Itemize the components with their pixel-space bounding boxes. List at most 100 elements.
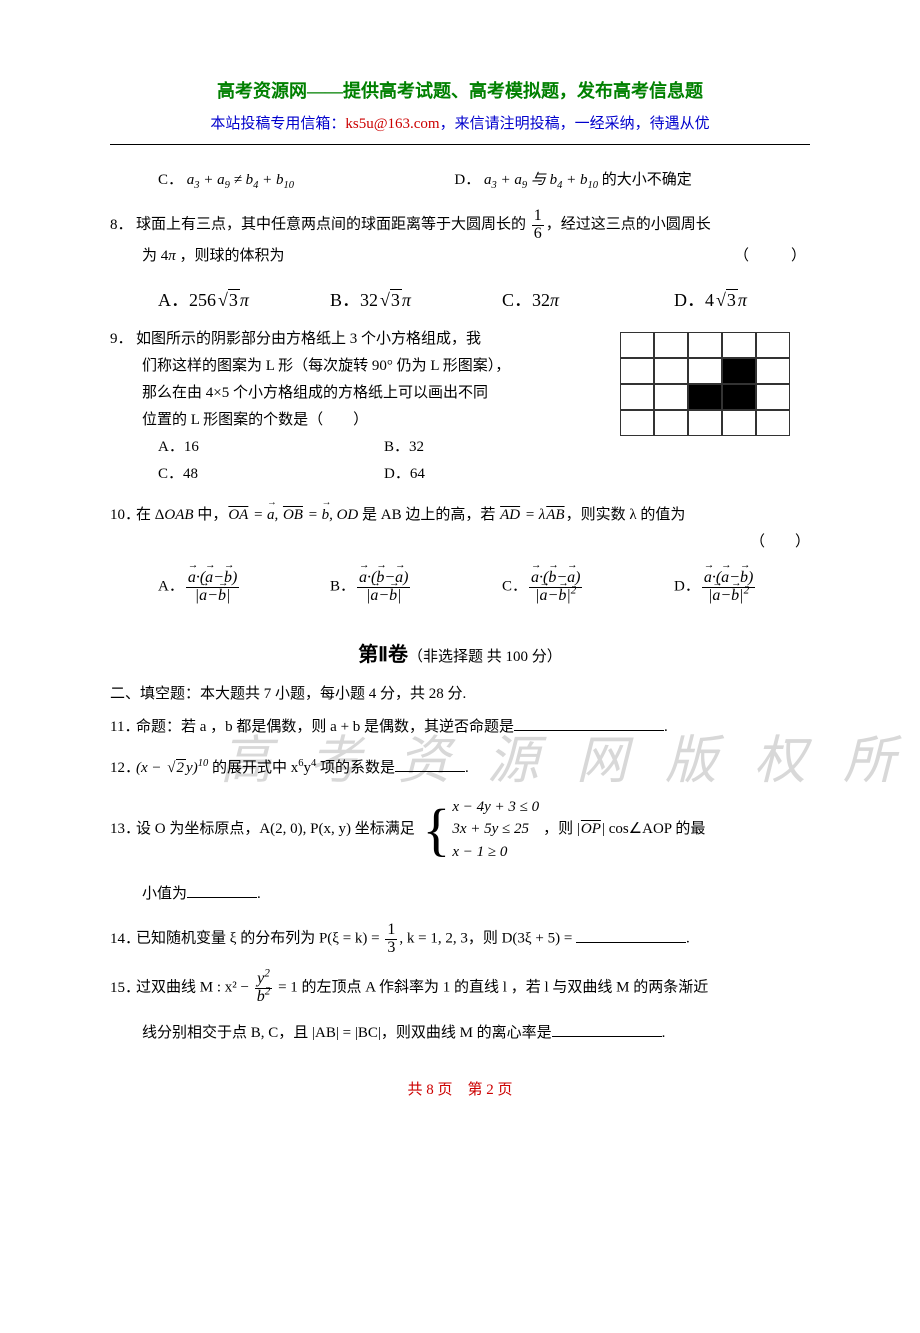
q8-line2: 为 4π ，则球的体积为 （ ） (110, 243, 810, 270)
q15: 15．过双曲线 M : x² − y2b2 = 1 的左顶点 A 作斜率为 1 … (110, 971, 810, 1047)
q13: 13．设 O 为坐标原点，A(2, 0), P(x, y) 坐标满足 {x − … (110, 796, 810, 909)
q10-options: A．a·(a−b)|a−b| B．a·(b−a)|a−b| C．a·(b−a)|… (110, 570, 810, 605)
q8-frac: 16 (532, 208, 544, 243)
q13-num: 13． (110, 816, 136, 843)
q10-opt-a: A．a·(a−b)|a−b| (158, 570, 294, 605)
q8-l2-post: ，则球的体积为 (176, 248, 285, 264)
q10: 10．在 ΔOAB 中，OA = a, OB = b, OD 是 AB 边上的高… (110, 502, 810, 556)
q9-opt-a: A．16 (158, 434, 384, 461)
q15-frac: y2b2 (255, 971, 273, 1006)
q12: 12．(x − 2y)10 的展开式中 x6y4 项的系数是. (110, 755, 810, 782)
q10-line1: 10．在 ΔOAB 中，OA = a, OB = b, OD 是 AB 边上的高… (110, 502, 810, 529)
header-sub-pre: 本站投稿专用信箱： (210, 116, 345, 132)
q7d-expr: a3 + a9 与 b4 + b10 (484, 172, 598, 188)
q9-opt-b: B．32 (384, 434, 610, 461)
q15-mid1: = 1 的左顶点 A 作斜率为 1 的直线 l ，若 l 与双曲线 M 的两条渐… (274, 980, 708, 996)
q8-text-mid: ，经过这三点的小圆周长 (546, 217, 711, 233)
q7d-post: 的大小不确定 (598, 172, 692, 188)
q10-paren: （ ） (110, 529, 810, 556)
grid-cell (654, 384, 688, 410)
grid-cell (756, 410, 790, 436)
grid-cell (654, 332, 688, 358)
grid-cell (620, 410, 654, 436)
q14: 14．已知随机变量 ξ 的分布列为 P(ξ = k) = 13, k = 1, … (110, 922, 810, 957)
q8-text-pre: 球面上有三点，其中任意两点间的球面距离等于大圆周长的 (136, 217, 530, 233)
q8-options: A．2563π B．323π C．32π D．43π (110, 284, 810, 316)
q9-line2: 们称这样的图案为 L 形（每次旋转 90° 仍为 L 形图案）， (110, 353, 610, 380)
q14-pre: 已知随机变量 ξ 的分布列为 P(ξ = k) = (136, 931, 383, 947)
q8-opt-c: C．32π (502, 284, 638, 316)
q8-num: 8． (110, 212, 136, 239)
header-sub-post: ，来信请注明投稿，一经采纳，待遇从优 (440, 116, 710, 132)
vec-ab: AB (545, 502, 565, 529)
vec-ad: AD (499, 502, 521, 529)
q12-blank (395, 757, 465, 772)
q10-num: 10． (110, 502, 136, 529)
q9-line1: 如图所示的阴影部分由方格纸上 3 个小方格组成，我 (136, 331, 481, 347)
q14-num: 14． (110, 926, 136, 953)
grid-cell (654, 358, 688, 384)
q14-frac: 13 (385, 922, 397, 957)
q13-blank (187, 883, 257, 898)
grid-cell (722, 384, 756, 410)
header-title: 高考资源网——提供高考试题、高考模拟题，发布高考信息题 (110, 75, 810, 107)
q7c-expr: a3 + a9 ≠ b4 + b10 (187, 172, 294, 188)
grid-cell (688, 384, 722, 410)
q7d-label: D． (454, 172, 480, 188)
q8-opt-a: A．2563π (158, 284, 294, 316)
header-divider (110, 144, 810, 145)
q11-blank (514, 716, 664, 731)
grid-cell (722, 358, 756, 384)
header-subtitle: 本站投稿专用信箱：ks5u@163.com，来信请注明投稿，一经采纳，待遇从优 (110, 111, 810, 138)
grid-cell (688, 410, 722, 436)
vec-oa: OA (227, 502, 249, 529)
section2-title: 第Ⅱ卷（非选择题 共 100 分） (110, 637, 810, 673)
q15-blank (552, 1022, 662, 1037)
q13-system: {x − 4y + 3 ≤ 03x + 5y ≤ 25x − 1 ≥ 0 (423, 796, 540, 864)
q9-text: 9．如图所示的阴影部分由方格纸上 3 个小方格组成，我 们称这样的图案为 L 形… (110, 326, 610, 488)
q9-num: 9． (110, 326, 136, 353)
section2-sub: （非选择题 共 100 分） (408, 649, 562, 665)
q8: 8．球面上有三点，其中任意两点间的球面距离等于大圆周长的 16，经过这三点的小圆… (110, 208, 810, 270)
q9-options: A．16 B．32 C．48 D．64 (110, 434, 610, 488)
q11-text: 命题：若 a ，b 都是偶数，则 a + b 是偶数，其逆否命题是 (136, 719, 514, 735)
vec-ob: OB (282, 502, 304, 529)
grid-cell (688, 332, 722, 358)
q8-paren: （ ） (734, 243, 810, 270)
q7-option-d: D． a3 + a9 与 b4 + b10 的大小不确定 (454, 167, 810, 194)
q11-num: 11． (110, 714, 136, 741)
grid-cell (756, 358, 790, 384)
q12-num: 12． (110, 755, 136, 782)
q9-opt-c: C．48 (158, 461, 384, 488)
grid-cell (756, 384, 790, 410)
q9-opt-d: D．64 (384, 461, 610, 488)
q8-line1: 8．球面上有三点，其中任意两点间的球面距离等于大圆周长的 16，经过这三点的小圆… (110, 208, 810, 243)
q10-opt-b: B．a·(b−a)|a−b| (330, 570, 466, 605)
grid-cell (722, 332, 756, 358)
q9-line3: 那么在由 4×5 个小方格组成的方格纸上可以画出不同 (110, 380, 610, 407)
q8-opt-d: D．43π (674, 284, 810, 316)
q9-line4: 位置的 L 形图案的个数是（ ） (110, 407, 610, 434)
q7-options-cd: C． a3 + a9 ≠ b4 + b10 D． a3 + a9 与 b4 + … (110, 167, 810, 194)
q14-mid: , k = 1, 2, 3，则 D(3ξ + 5) = (399, 931, 576, 947)
q7c-label: C． (158, 172, 183, 188)
section2-title-text: 第Ⅱ卷 (358, 644, 408, 666)
q13-line2: 小值为. (110, 881, 810, 908)
q9: 9．如图所示的阴影部分由方格纸上 3 个小方格组成，我 们称这样的图案为 L 形… (110, 326, 810, 488)
grid-cell (620, 358, 654, 384)
q8-opt-b: B．323π (330, 284, 466, 316)
fill-header: 二、填空题：本大题共 7 小题，每小题 4 分，共 28 分. (110, 681, 810, 708)
q15-num: 15． (110, 975, 136, 1002)
page-footer: 共 8 页 第 2 页 (110, 1077, 810, 1104)
q13-pre: 设 O 为坐标原点，A(2, 0), P(x, y) 坐标满足 (136, 821, 419, 837)
q7-option-c: C． a3 + a9 ≠ b4 + b10 (158, 167, 454, 194)
q15-line2: 线分别相交于点 B, C，且 |AB| = |BC|，则双曲线 M 的离心率是. (110, 1020, 810, 1047)
q10-opt-c: C．a·(b−a)|a−b|2 (502, 570, 638, 605)
header-email: ks5u@163.com (345, 116, 439, 132)
grid-cell (722, 410, 756, 436)
q14-blank (576, 928, 686, 943)
grid-cell (620, 332, 654, 358)
grid-cell (756, 332, 790, 358)
grid-cell (688, 358, 722, 384)
q9-grid (620, 332, 810, 436)
